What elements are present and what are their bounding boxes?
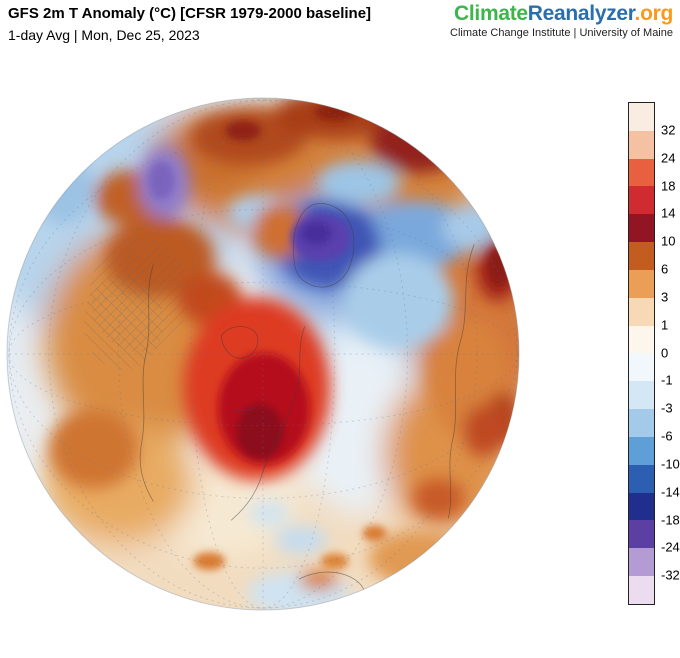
- colorbar-tick-label: 32: [661, 122, 676, 138]
- logo-part-org: .org: [634, 2, 674, 25]
- colorbar-segment: [629, 520, 654, 549]
- colorbar-tick-label: 3: [661, 289, 669, 305]
- colorbar-segment: [629, 409, 654, 437]
- anomaly-core-layer: [148, 102, 512, 571]
- globe-limb: [6, 97, 520, 611]
- map-title: GFS 2m T Anomaly (°C) [CFSR 1979-2000 ba…: [8, 5, 372, 22]
- colorbar-segment: [629, 297, 654, 326]
- colorbar-segment: [629, 325, 654, 354]
- colorbar-segment: [629, 381, 654, 410]
- colorbar-segment: [629, 464, 654, 493]
- logo-part-climate: Climate: [454, 2, 528, 25]
- colorbar-segments: [628, 102, 655, 605]
- colorbar-tick-label: -32: [661, 567, 680, 583]
- colorbar-tick-label: -1: [661, 372, 673, 388]
- coastlines: [139, 203, 475, 606]
- logo-tagline: Climate Change Institute | University of…: [450, 27, 673, 39]
- map-subtitle: 1-day Avg | Mon, Dec 25, 2023: [8, 27, 200, 43]
- colorbar-segment: [629, 103, 654, 131]
- hatch-region: [83, 236, 190, 370]
- colorbar-segment: [629, 214, 654, 243]
- colorbar-tick-label: 10: [661, 233, 676, 249]
- colorbar-segment: [629, 492, 654, 521]
- colorbar-tick-label: -10: [661, 456, 680, 472]
- colorbar-segment: [629, 548, 654, 577]
- site-logo: ClimateReanalyzer.org Climate Change Ins…: [450, 2, 673, 39]
- colorbar-tick-label: 14: [661, 205, 676, 221]
- logo-wordmark[interactable]: ClimateReanalyzer.org: [450, 2, 673, 26]
- colorbar-tick-label: -24: [661, 539, 680, 555]
- colorbar-tick-label: -6: [661, 428, 673, 444]
- colorbar-tick-label: -14: [661, 484, 680, 500]
- colorbar-tick-label: 1: [661, 317, 669, 333]
- logo-part-reanalyzer: Reanalyzer: [527, 2, 635, 25]
- colorbar-tick-label: 18: [661, 178, 676, 193]
- colorbar-segment: [629, 158, 654, 187]
- graticule: [8, 99, 518, 609]
- colorbar-tick-label: 0: [661, 345, 669, 360]
- globe-map: [4, 95, 522, 613]
- colorbar-segment: [629, 353, 654, 382]
- colorbar-tick-label: -18: [661, 512, 680, 527]
- colorbar-tick-label: 6: [661, 261, 669, 277]
- colorbar-segment: [629, 130, 654, 159]
- colorbar-segment: [629, 576, 654, 604]
- colorbar-labels: 32 24 18 14 10 6 3 1 0 -1 -3 -6 -10 -14 -18 -24 -32: [661, 102, 680, 603]
- colorbar-segment: [629, 242, 654, 270]
- globe-svg: [6, 97, 520, 611]
- colorbar-segment: [629, 436, 654, 465]
- colorbar-segment: [629, 269, 654, 298]
- colorbar-segment: [629, 186, 654, 215]
- colorbar-tick-label: 24: [661, 150, 676, 166]
- colorbar-tick-label: -3: [661, 400, 673, 416]
